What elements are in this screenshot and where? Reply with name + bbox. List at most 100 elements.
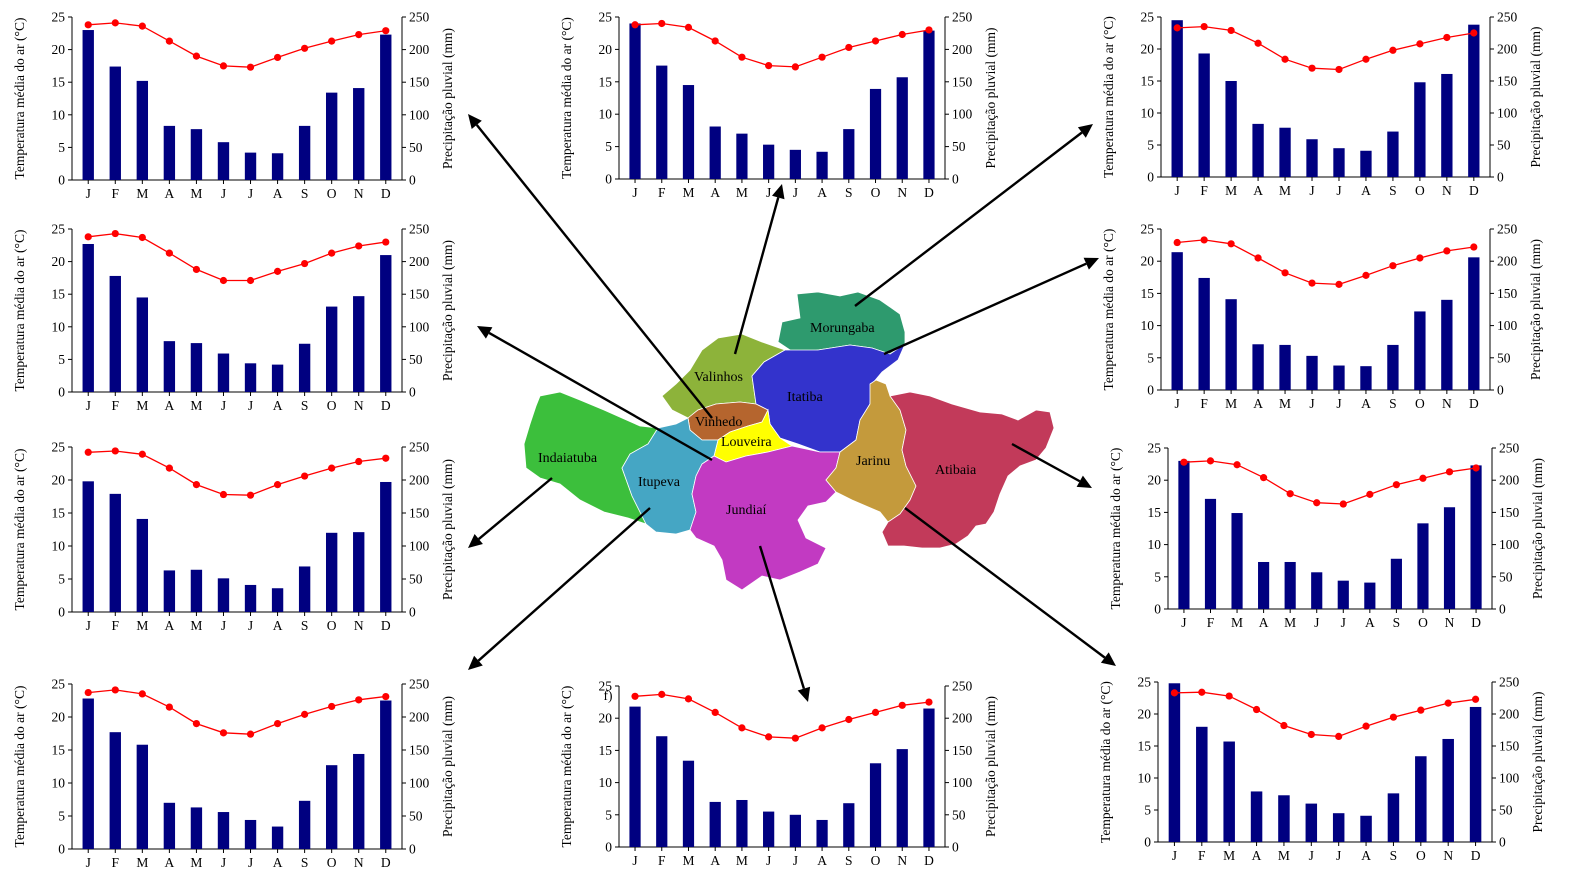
month-label: D xyxy=(381,398,391,413)
temperature-point xyxy=(818,724,826,732)
month-label: M xyxy=(1225,183,1237,198)
precipitation-bar xyxy=(136,744,149,849)
arrow-shaft xyxy=(475,124,713,419)
temperature-point xyxy=(1200,23,1208,31)
temperature-line xyxy=(1177,239,1474,286)
month-label: N xyxy=(897,853,907,868)
precipitation-bar xyxy=(1333,148,1345,177)
month-label: S xyxy=(301,398,309,413)
month-label: O xyxy=(871,853,881,868)
month-label: D xyxy=(1469,183,1479,198)
month-label: A xyxy=(817,185,827,200)
precipitation-bar xyxy=(1469,706,1482,842)
arrow-shaft xyxy=(758,545,806,689)
arrow-shaft xyxy=(733,197,780,355)
arrow xyxy=(468,114,713,419)
precipitation-bar xyxy=(109,493,121,612)
precipitation-bar xyxy=(1360,366,1372,390)
temperature-point xyxy=(765,62,773,70)
month-label: J xyxy=(793,853,798,868)
temperature-point xyxy=(1392,481,1400,489)
precipitation-bar xyxy=(244,584,257,612)
precipitation-bar xyxy=(1252,123,1264,177)
right-tick-label: 100 xyxy=(1499,771,1520,786)
temperature-point xyxy=(1445,468,1454,476)
arrow-head xyxy=(1077,124,1093,138)
temperature-point xyxy=(1471,695,1480,703)
precipitation-bar xyxy=(1360,150,1372,177)
precipitation-bar xyxy=(82,698,94,849)
month-label: M xyxy=(190,618,202,633)
temperature-point xyxy=(246,63,255,71)
temperature-axis-title: Temperatura média do ar (°C) xyxy=(1101,16,1116,178)
precipitation-bar xyxy=(1387,793,1400,842)
left-tick-label: 20 xyxy=(52,254,66,269)
temperature-point xyxy=(246,276,255,285)
month-label: S xyxy=(301,855,309,870)
temperature-point xyxy=(328,702,336,711)
precipitation-bar xyxy=(1305,803,1318,842)
precipitation-bar xyxy=(682,85,695,179)
arrow-head xyxy=(1100,652,1116,666)
temperature-line xyxy=(88,689,386,735)
temperature-point xyxy=(273,267,282,275)
right-tick-label: 200 xyxy=(1499,707,1520,722)
left-tick-label: 5 xyxy=(58,352,65,367)
precipitation-bar xyxy=(298,343,311,392)
temperature-point xyxy=(1260,474,1268,482)
temperature-point xyxy=(382,692,390,701)
precipitation-bar xyxy=(1306,355,1318,390)
temperature-axis-title: Temperatura média do ar (°C) xyxy=(559,17,574,179)
month-label: F xyxy=(112,186,120,201)
precipitation-bar xyxy=(843,129,855,179)
month-label: M xyxy=(1284,615,1296,630)
month-label: N xyxy=(897,185,907,200)
temperature-point xyxy=(1366,490,1374,498)
temperature-point xyxy=(1180,458,1188,466)
right-tick-label: 150 xyxy=(409,287,430,302)
arrow xyxy=(733,184,785,355)
temperature-point xyxy=(1198,688,1206,696)
month-label: J xyxy=(1175,183,1180,198)
temperature-point xyxy=(1281,55,1289,63)
temperature-axis-title: Temperatura média do ar (°C) xyxy=(12,686,27,848)
month-label: J xyxy=(1336,396,1341,411)
precipitation-bar xyxy=(656,736,668,847)
temperature-point xyxy=(1200,236,1208,244)
arrow xyxy=(468,507,651,670)
label-itupeva: Itupeva xyxy=(638,475,681,490)
precipitation-bar xyxy=(1417,523,1429,609)
precipitation-bar xyxy=(736,133,748,179)
right-tick-label: 150 xyxy=(1499,739,1520,754)
left-tick-label: 0 xyxy=(1154,602,1161,617)
month-label: M xyxy=(1231,615,1243,630)
temperature-point xyxy=(1335,280,1343,288)
temperature-point xyxy=(684,23,693,31)
precipitation-bar xyxy=(923,708,935,847)
precipitation-bar xyxy=(1171,20,1183,178)
month-label: J xyxy=(248,186,253,201)
left-tick-label: 0 xyxy=(1144,835,1151,850)
temperature-line xyxy=(88,22,386,68)
right-tick-label: 50 xyxy=(409,809,423,824)
month-label: A xyxy=(710,185,720,200)
precipitation-bar xyxy=(1337,580,1349,609)
precipitation-bar xyxy=(869,88,882,179)
temperature-point xyxy=(138,233,146,242)
precipitation-bar xyxy=(1250,791,1263,842)
precipitation-bar xyxy=(298,566,311,612)
temperature-point xyxy=(1254,39,1262,47)
month-label: N xyxy=(1442,396,1452,411)
label-indaiatuba: Indaiatuba xyxy=(538,451,598,466)
temperature-point xyxy=(738,724,746,732)
temperature-point xyxy=(658,19,666,28)
label-atibaia: Atibaia xyxy=(935,463,977,478)
month-label: F xyxy=(1200,183,1208,198)
label-louveira: Louveira xyxy=(721,435,772,450)
temperature-point xyxy=(1443,247,1451,255)
arrow-shaft xyxy=(488,331,713,462)
month-label: M xyxy=(136,186,148,201)
temperature-point xyxy=(138,22,146,30)
temperature-point xyxy=(1417,706,1425,714)
